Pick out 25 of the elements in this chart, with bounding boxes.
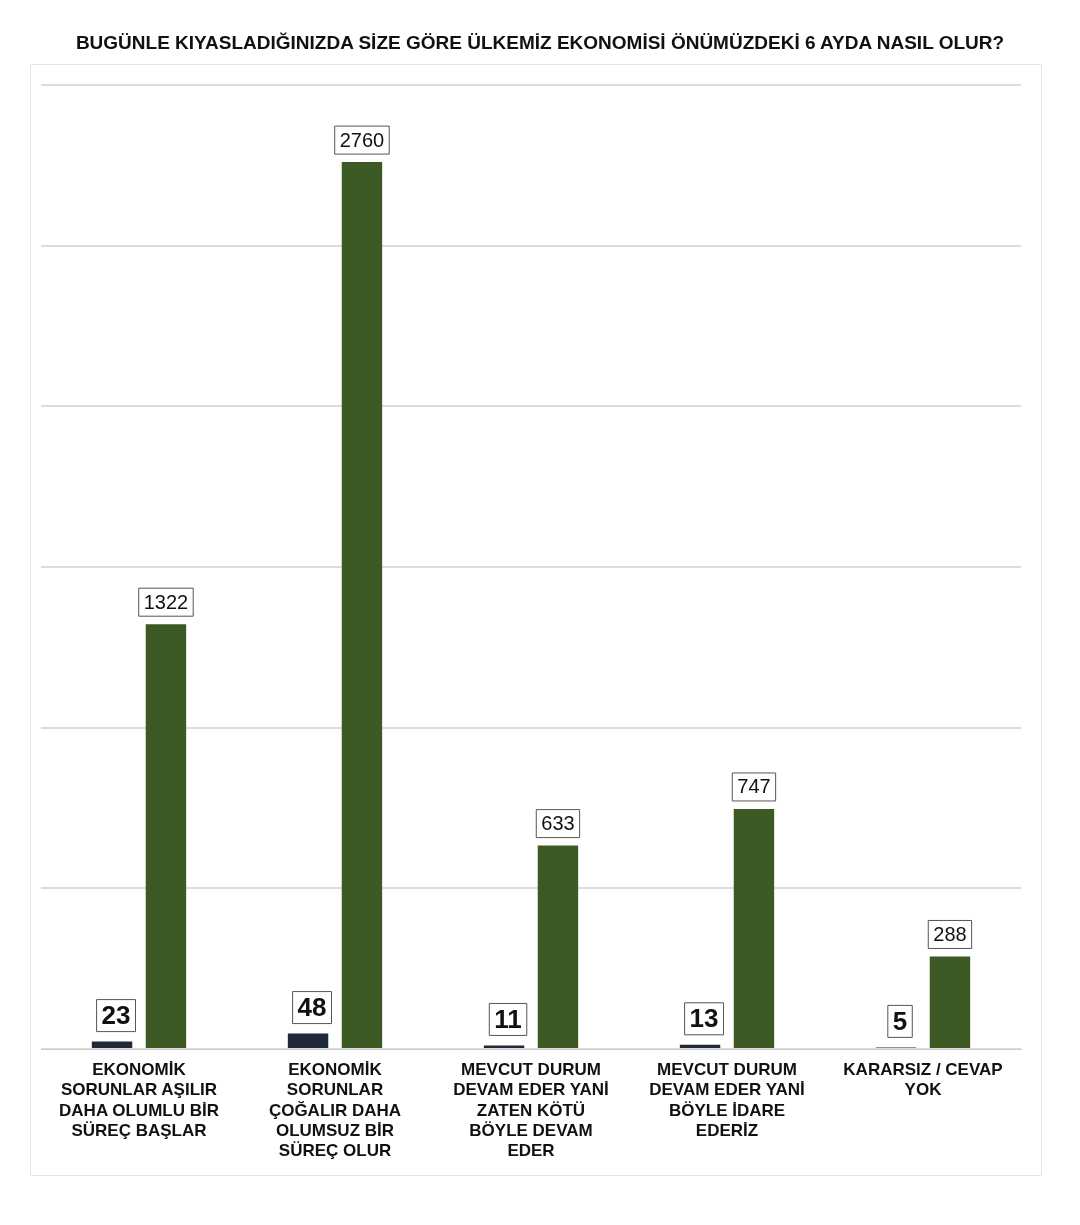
data-label: 288 [933,922,967,945]
data-label: 2760 [339,128,385,151]
chart-title: BUGÜNLE KIYASLADIĞINIZDA SİZE GÖRE ÜLKEMİZ EKONOMİSİ ÖNÜMÜZDEKİ 6 AYDA NASIL OLUR? [74,31,1006,55]
data-label: 5 [892,1005,908,1036]
bar [287,1033,329,1048]
bar [929,956,971,1048]
x-tick-label: EKONOMİK SORUNLAR ÇOĞALIR DAHA OLUMSUZ BİR SÜREÇ OLUR [268,1059,402,1161]
data-label: 633 [541,812,575,835]
x-tick-label: KARARSIZ / CEVAP YOK [843,1059,1003,1100]
bar [733,808,775,1048]
bar [483,1045,525,1048]
bar [145,624,187,1048]
bar [679,1044,721,1048]
data-label: 13 [689,1002,719,1033]
x-tick-label: EKONOMİK SORUNLAR AŞILIR DAHA OLUMLU BİR SÜREÇ BAŞLAR [59,1059,219,1141]
bar [91,1041,133,1048]
data-label: 23 [101,999,131,1030]
bar [537,845,579,1048]
data-label: 48 [297,991,327,1022]
data-label: 747 [737,775,771,798]
data-label: 1322 [143,590,189,613]
data-label: 11 [494,1003,522,1034]
x-tick-label: MEVCUT DURUM DEVAM EDER YANİ ZATEN KÖTÜ BÖYLE DEVAM EDER [453,1059,609,1161]
x-tick-label: MEVCUT DURUM DEVAM EDER YANİ BÖYLE İDARE EDERİZ [649,1059,805,1141]
bar [341,162,383,1048]
